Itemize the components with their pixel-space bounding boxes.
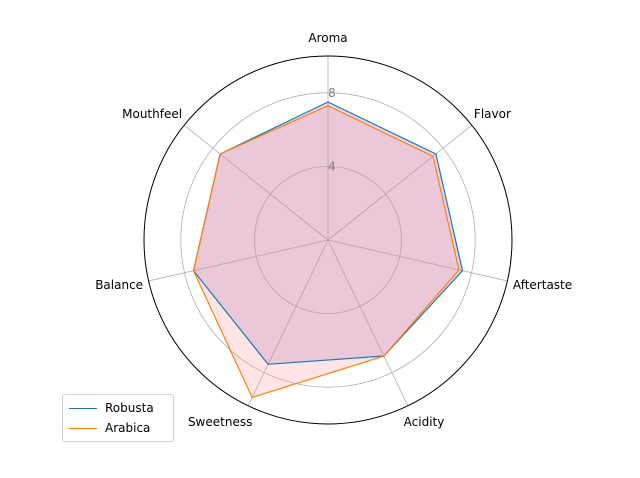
axis-label-flavor: Flavor bbox=[474, 107, 511, 121]
legend-item-arabica: Arabica bbox=[69, 419, 150, 437]
legend-label-arabica: Arabica bbox=[105, 421, 151, 435]
axis-label-aftertaste: Aftertaste bbox=[513, 278, 572, 292]
spoke-aftertaste bbox=[327, 239, 508, 282]
outer-frame bbox=[143, 55, 513, 425]
axis-label-sweetness: Sweetness bbox=[188, 415, 252, 429]
spoke-flavor bbox=[327, 124, 473, 241]
legend-swatch-robusta bbox=[69, 407, 97, 409]
series-fill-arabica bbox=[193, 105, 459, 398]
series-line-arabica bbox=[192, 105, 460, 399]
axis-label-balance: Balance bbox=[95, 278, 143, 292]
legend-label-robusta: Robusta bbox=[105, 401, 154, 415]
legend-item-robusta: Robusta bbox=[69, 399, 154, 417]
series-fill-robusta bbox=[193, 102, 463, 365]
axis-label-acidity: Acidity bbox=[404, 415, 445, 429]
spoke-sweetness bbox=[247, 239, 329, 406]
spoke-balance bbox=[148, 239, 329, 282]
grid-circle-8 bbox=[180, 92, 476, 388]
axis-label-aroma: Aroma bbox=[308, 31, 347, 45]
spoke-mouthfeel bbox=[183, 124, 329, 241]
axis-label-mouthfeel: Mouthfeel bbox=[122, 107, 182, 121]
legend: Robusta Arabica bbox=[62, 394, 174, 442]
grid-circle-4 bbox=[253, 165, 402, 314]
radial-tick-label-4: 4 bbox=[328, 159, 336, 173]
legend-swatch-arabica bbox=[69, 427, 97, 429]
radial-tick-label-8: 8 bbox=[328, 86, 336, 100]
spoke-acidity bbox=[327, 239, 409, 406]
